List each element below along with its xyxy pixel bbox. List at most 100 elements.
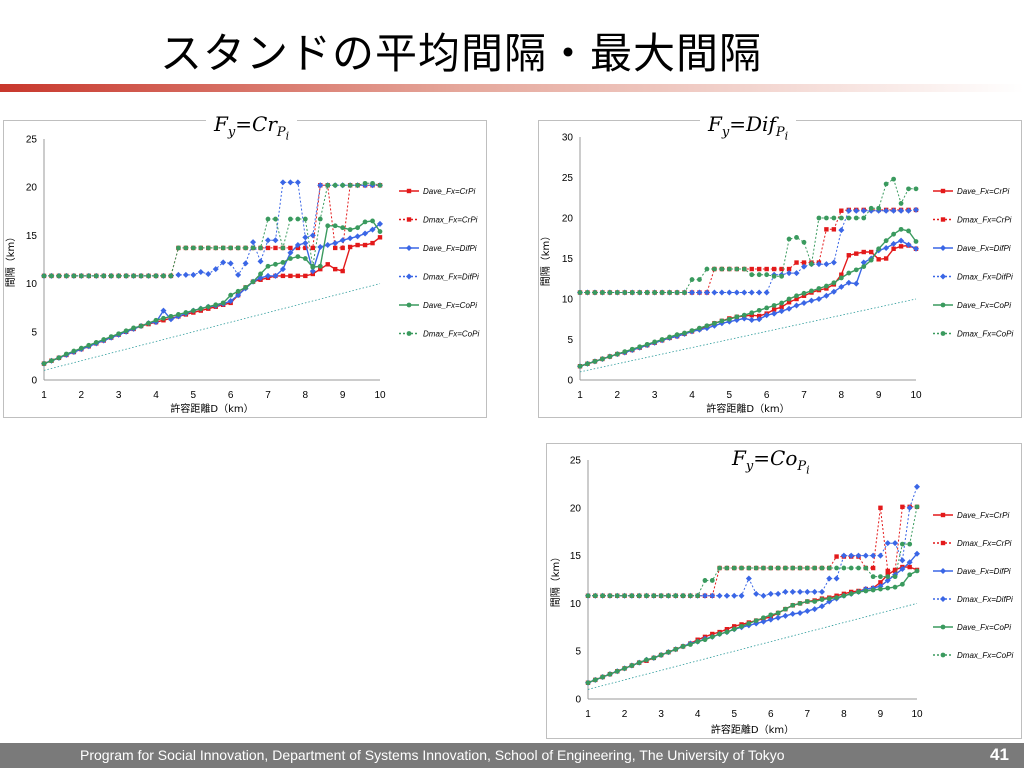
data-point xyxy=(288,256,293,261)
data-point xyxy=(801,300,807,307)
y-tick-label: 0 xyxy=(575,695,581,706)
data-point xyxy=(779,266,784,272)
data-point xyxy=(614,668,620,674)
data-point xyxy=(317,182,324,189)
data-point xyxy=(370,180,375,186)
data-point xyxy=(340,182,346,188)
legend-label: Dave_Fx=CrPi xyxy=(423,187,475,196)
data-point xyxy=(56,355,62,361)
x-tick-label: 9 xyxy=(878,709,884,720)
data-point xyxy=(658,652,664,658)
x-tick-label: 5 xyxy=(191,390,197,401)
data-point xyxy=(883,181,889,187)
x-tick-label: 9 xyxy=(876,390,882,401)
data-point xyxy=(819,565,825,571)
data-point xyxy=(592,677,598,683)
data-point xyxy=(712,320,717,326)
data-point xyxy=(797,609,804,616)
data-point xyxy=(709,578,715,583)
data-point xyxy=(833,575,840,582)
data-point xyxy=(310,263,316,269)
x-tick-label: 7 xyxy=(805,709,811,720)
data-point xyxy=(834,554,839,559)
y-tick-label: 10 xyxy=(26,279,38,290)
data-point xyxy=(600,674,606,680)
data-point xyxy=(907,564,912,570)
data-point xyxy=(717,565,722,571)
data-point xyxy=(183,245,189,251)
data-point xyxy=(816,215,822,221)
legend-swatch-marker xyxy=(940,217,946,222)
chart-fy-difpi-formula: Fy=DifPi xyxy=(700,112,797,149)
data-point xyxy=(250,279,256,285)
data-point xyxy=(718,289,725,296)
data-point xyxy=(839,208,844,213)
data-point xyxy=(862,552,869,559)
data-point xyxy=(258,271,263,277)
series-Dave_Fx=DifPi xyxy=(585,550,920,686)
data-point xyxy=(790,602,796,608)
data-point xyxy=(786,266,792,272)
data-point xyxy=(340,245,345,251)
y-axis-title: 間隔（km） xyxy=(5,232,17,288)
data-point xyxy=(138,273,144,279)
data-point xyxy=(756,289,763,296)
data-point xyxy=(658,593,664,599)
x-tick-label: 7 xyxy=(265,390,271,401)
data-point xyxy=(793,302,800,309)
y-tick-label: 25 xyxy=(562,173,574,184)
data-point xyxy=(317,216,323,222)
data-point xyxy=(853,207,860,214)
legend-swatch-marker xyxy=(406,331,412,336)
data-point xyxy=(826,575,833,582)
data-point xyxy=(801,260,807,265)
data-point xyxy=(689,328,695,333)
chart-fy-copi-svg: 0 5 10 15 20 25 1 2 3 4 5 6 7 8 9 10 許容距離D（km） 間隔（km） Dave… xyxy=(550,456,1013,737)
chart-fy-difpi: 0 5 10 15 20 25 30 1 2 3 4 5 6 7 8 9 10 許容距離D（km） 間隔（km） Da… xyxy=(538,120,1022,418)
data-point xyxy=(749,272,755,278)
data-point xyxy=(680,593,686,599)
data-point xyxy=(891,231,896,237)
data-point xyxy=(153,317,159,323)
data-point xyxy=(629,663,635,668)
data-point xyxy=(855,552,862,559)
data-point xyxy=(818,603,825,610)
legend-swatch-marker xyxy=(940,302,946,308)
data-point xyxy=(741,266,747,272)
data-point xyxy=(824,227,829,232)
data-point xyxy=(878,505,883,510)
data-point xyxy=(841,565,847,571)
data-point xyxy=(734,314,740,320)
legend-swatch-marker xyxy=(406,245,412,251)
data-point xyxy=(831,227,837,232)
data-point xyxy=(257,258,264,265)
data-point xyxy=(906,559,913,566)
data-point xyxy=(804,599,810,604)
data-point xyxy=(848,552,855,559)
data-point xyxy=(809,288,814,294)
y-axis-title: 間隔（km） xyxy=(540,231,552,287)
data-point xyxy=(761,565,766,571)
data-point xyxy=(303,245,308,251)
data-point xyxy=(265,237,271,244)
data-point xyxy=(892,540,899,547)
data-point xyxy=(302,256,308,261)
data-point xyxy=(898,226,904,232)
data-point xyxy=(146,273,151,279)
x-axis-title: 許容距離D（km） xyxy=(170,402,253,415)
data-point xyxy=(652,290,658,295)
data-point xyxy=(779,300,784,306)
data-point xyxy=(288,216,293,222)
data-point xyxy=(757,313,762,319)
chart-fy-crpi: 0 5 10 15 20 25 1 2 3 4 5 6 7 8 9 10 許容距離D（km） 間隔（km） Dave… xyxy=(3,120,487,418)
data-point xyxy=(585,680,591,686)
data-point xyxy=(860,259,867,266)
data-point xyxy=(786,236,792,242)
data-point xyxy=(914,568,920,574)
data-point xyxy=(651,593,657,599)
legend-label: Dave_Fx=DifPi xyxy=(957,567,1011,576)
data-point xyxy=(870,587,876,593)
data-point xyxy=(900,504,905,510)
data-point xyxy=(761,615,766,621)
data-point xyxy=(702,637,708,643)
